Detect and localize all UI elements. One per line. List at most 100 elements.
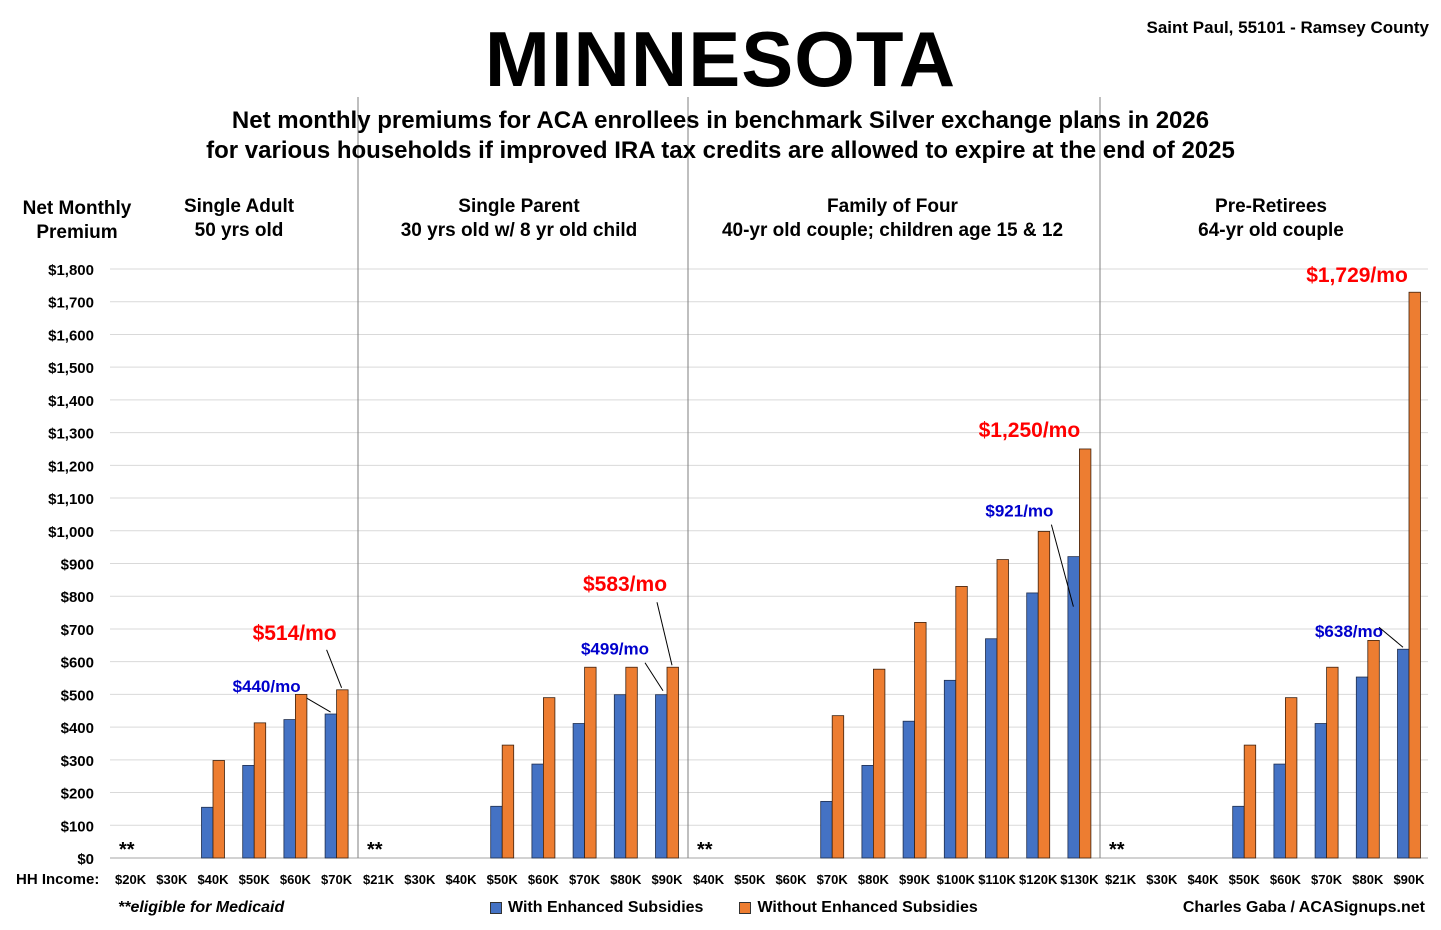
y-tick-label: $0 xyxy=(77,851,94,868)
bar-with-subsidies xyxy=(242,764,255,859)
bar-with-subsidies xyxy=(201,806,214,859)
y-tick-label: $1,800 xyxy=(48,262,94,279)
bar-with-subsidies xyxy=(1232,805,1245,859)
x-tick-label: $21K xyxy=(1105,872,1137,887)
group-title-line: 40-yr old couple; children age 15 & 12 xyxy=(721,220,1064,241)
subtitle-line-1: Net monthly premiums for ACA enrollees i… xyxy=(231,107,1210,134)
legend-swatch-without xyxy=(739,902,752,914)
x-tick-label: $80K xyxy=(1352,872,1384,887)
group-title-pre-retirees: Pre-Retirees 64-yr old couple xyxy=(1103,195,1439,243)
bar-without-subsidies xyxy=(1285,697,1298,859)
bar-without-subsidies xyxy=(831,715,845,859)
y-axis-title: Net Monthly Premium xyxy=(2,197,152,245)
x-tick-label: $60K xyxy=(1270,872,1302,887)
bar-with-subsidies xyxy=(490,805,503,859)
group-title-single-parent: Single Parent 30 yrs old w/ 8 yr old chi… xyxy=(359,195,679,243)
x-tick-label: $60K xyxy=(280,872,312,887)
x-tick-label: $50K xyxy=(1229,872,1261,887)
x-tick-label: $120K xyxy=(1019,872,1058,887)
group-title-line: 64-yr old couple xyxy=(1198,220,1344,241)
chart-legend: With Enhanced Subsidies Without Enhanced… xyxy=(490,899,978,917)
y-tick-label: $1,600 xyxy=(48,327,94,344)
chart-subtitle: Net monthly premiums for ACA enrollees i… xyxy=(0,106,1441,166)
group-title-line: Single Parent xyxy=(458,196,580,217)
bar-with-subsidies xyxy=(531,763,544,859)
x-tick-label: $90K xyxy=(1393,872,1425,887)
bar-without-subsidies xyxy=(1079,448,1092,859)
x-tick-label: $80K xyxy=(610,872,642,887)
y-tick-label: $200 xyxy=(61,786,94,803)
bar-with-subsidies xyxy=(283,719,296,859)
medicaid-marker: ** xyxy=(1109,839,1125,861)
legend-label-without: Without Enhanced Subsidies xyxy=(757,899,978,916)
y-tick-label: $1,500 xyxy=(48,360,94,377)
x-tick-label: $90K xyxy=(899,872,931,887)
bar-without-subsidies xyxy=(955,586,968,859)
bar-without-subsidies xyxy=(212,760,225,859)
bar-with-subsidies xyxy=(1397,648,1410,859)
y-tick-label: $1,400 xyxy=(48,393,94,410)
group-title-line: 30 yrs old w/ 8 yr old child xyxy=(400,220,638,241)
group-title-line: Single Adult xyxy=(183,196,295,217)
bar-with-subsidies xyxy=(613,694,627,859)
bar-without-subsidies xyxy=(996,559,1009,859)
y-tick-label: $1,200 xyxy=(48,458,94,475)
medicaid-marker: ** xyxy=(697,839,713,861)
y-tick-label: $600 xyxy=(61,655,94,672)
callout-leader-line xyxy=(1050,524,1074,607)
bar-without-subsidies xyxy=(1243,744,1257,859)
x-tick-label: $50K xyxy=(487,872,519,887)
y-tick-label: $1,100 xyxy=(48,491,94,508)
bar-with-subsidies xyxy=(902,720,915,859)
bar-with-subsidies xyxy=(1273,763,1286,859)
group-title-line: Family of Four xyxy=(827,196,958,217)
callout-leader-line xyxy=(656,602,673,666)
y-tick-label: $900 xyxy=(61,557,94,574)
callout-without-label: $1,250/mo xyxy=(979,419,1081,442)
medicaid-marker: ** xyxy=(119,839,135,861)
y-tick-label: $400 xyxy=(61,720,94,737)
bar-without-subsidies xyxy=(1367,639,1380,859)
bar-without-subsidies xyxy=(253,722,267,859)
y-tick-label: $800 xyxy=(61,589,94,606)
x-tick-label: $70K xyxy=(321,872,353,887)
group-title-line: Pre-Retirees xyxy=(1215,196,1327,217)
bar-with-subsidies xyxy=(1067,556,1080,859)
callout-with-label: $499/mo xyxy=(581,640,649,659)
bar-without-subsidies xyxy=(873,668,886,859)
bar-with-subsidies xyxy=(985,638,998,859)
bar-with-subsidies xyxy=(943,679,957,859)
bar-with-subsidies xyxy=(1314,723,1327,859)
bar-without-subsidies xyxy=(294,693,308,859)
x-tick-label: $110K xyxy=(978,872,1016,887)
x-axis-title: HH Income: xyxy=(16,871,99,888)
y-tick-label: $500 xyxy=(61,687,94,704)
bar-without-subsidies xyxy=(914,622,927,859)
y-tick-label: $1,000 xyxy=(48,524,94,541)
callout-with-label: $921/mo xyxy=(985,502,1053,521)
bar-with-subsidies xyxy=(324,713,338,859)
x-tick-label: $60K xyxy=(775,872,807,887)
author-credit: Charles Gaba / ACASignups.net xyxy=(1182,899,1425,916)
x-tick-label: $40K xyxy=(445,872,477,887)
bar-without-subsidies xyxy=(543,697,556,859)
callout-with-label: $638/mo xyxy=(1315,622,1383,641)
callout-without-label: $583/mo xyxy=(583,573,667,596)
y-tick-label: $1,700 xyxy=(48,295,94,312)
x-tick-label: $40K xyxy=(1187,872,1219,887)
legend-label-with: With Enhanced Subsidies xyxy=(508,899,704,916)
callout-without-label: $1,729/mo xyxy=(1306,264,1408,287)
x-tick-label: $70K xyxy=(1311,872,1343,887)
legend-item-without: Without Enhanced Subsidies xyxy=(739,899,978,917)
legend-swatch-with xyxy=(490,902,502,914)
x-tick-label: $60K xyxy=(528,872,560,887)
bar-without-subsidies xyxy=(625,666,638,859)
bar-with-subsidies xyxy=(572,723,585,859)
callout-leader-line xyxy=(326,649,343,688)
medicaid-footnote: **eligible for Medicaid xyxy=(118,899,285,916)
bar-without-subsidies xyxy=(501,744,515,859)
x-tick-label: $20K xyxy=(115,872,147,887)
x-tick-label: $90K xyxy=(651,872,683,887)
location-label: Saint Paul, 55101 - Ramsey County xyxy=(1146,18,1430,37)
